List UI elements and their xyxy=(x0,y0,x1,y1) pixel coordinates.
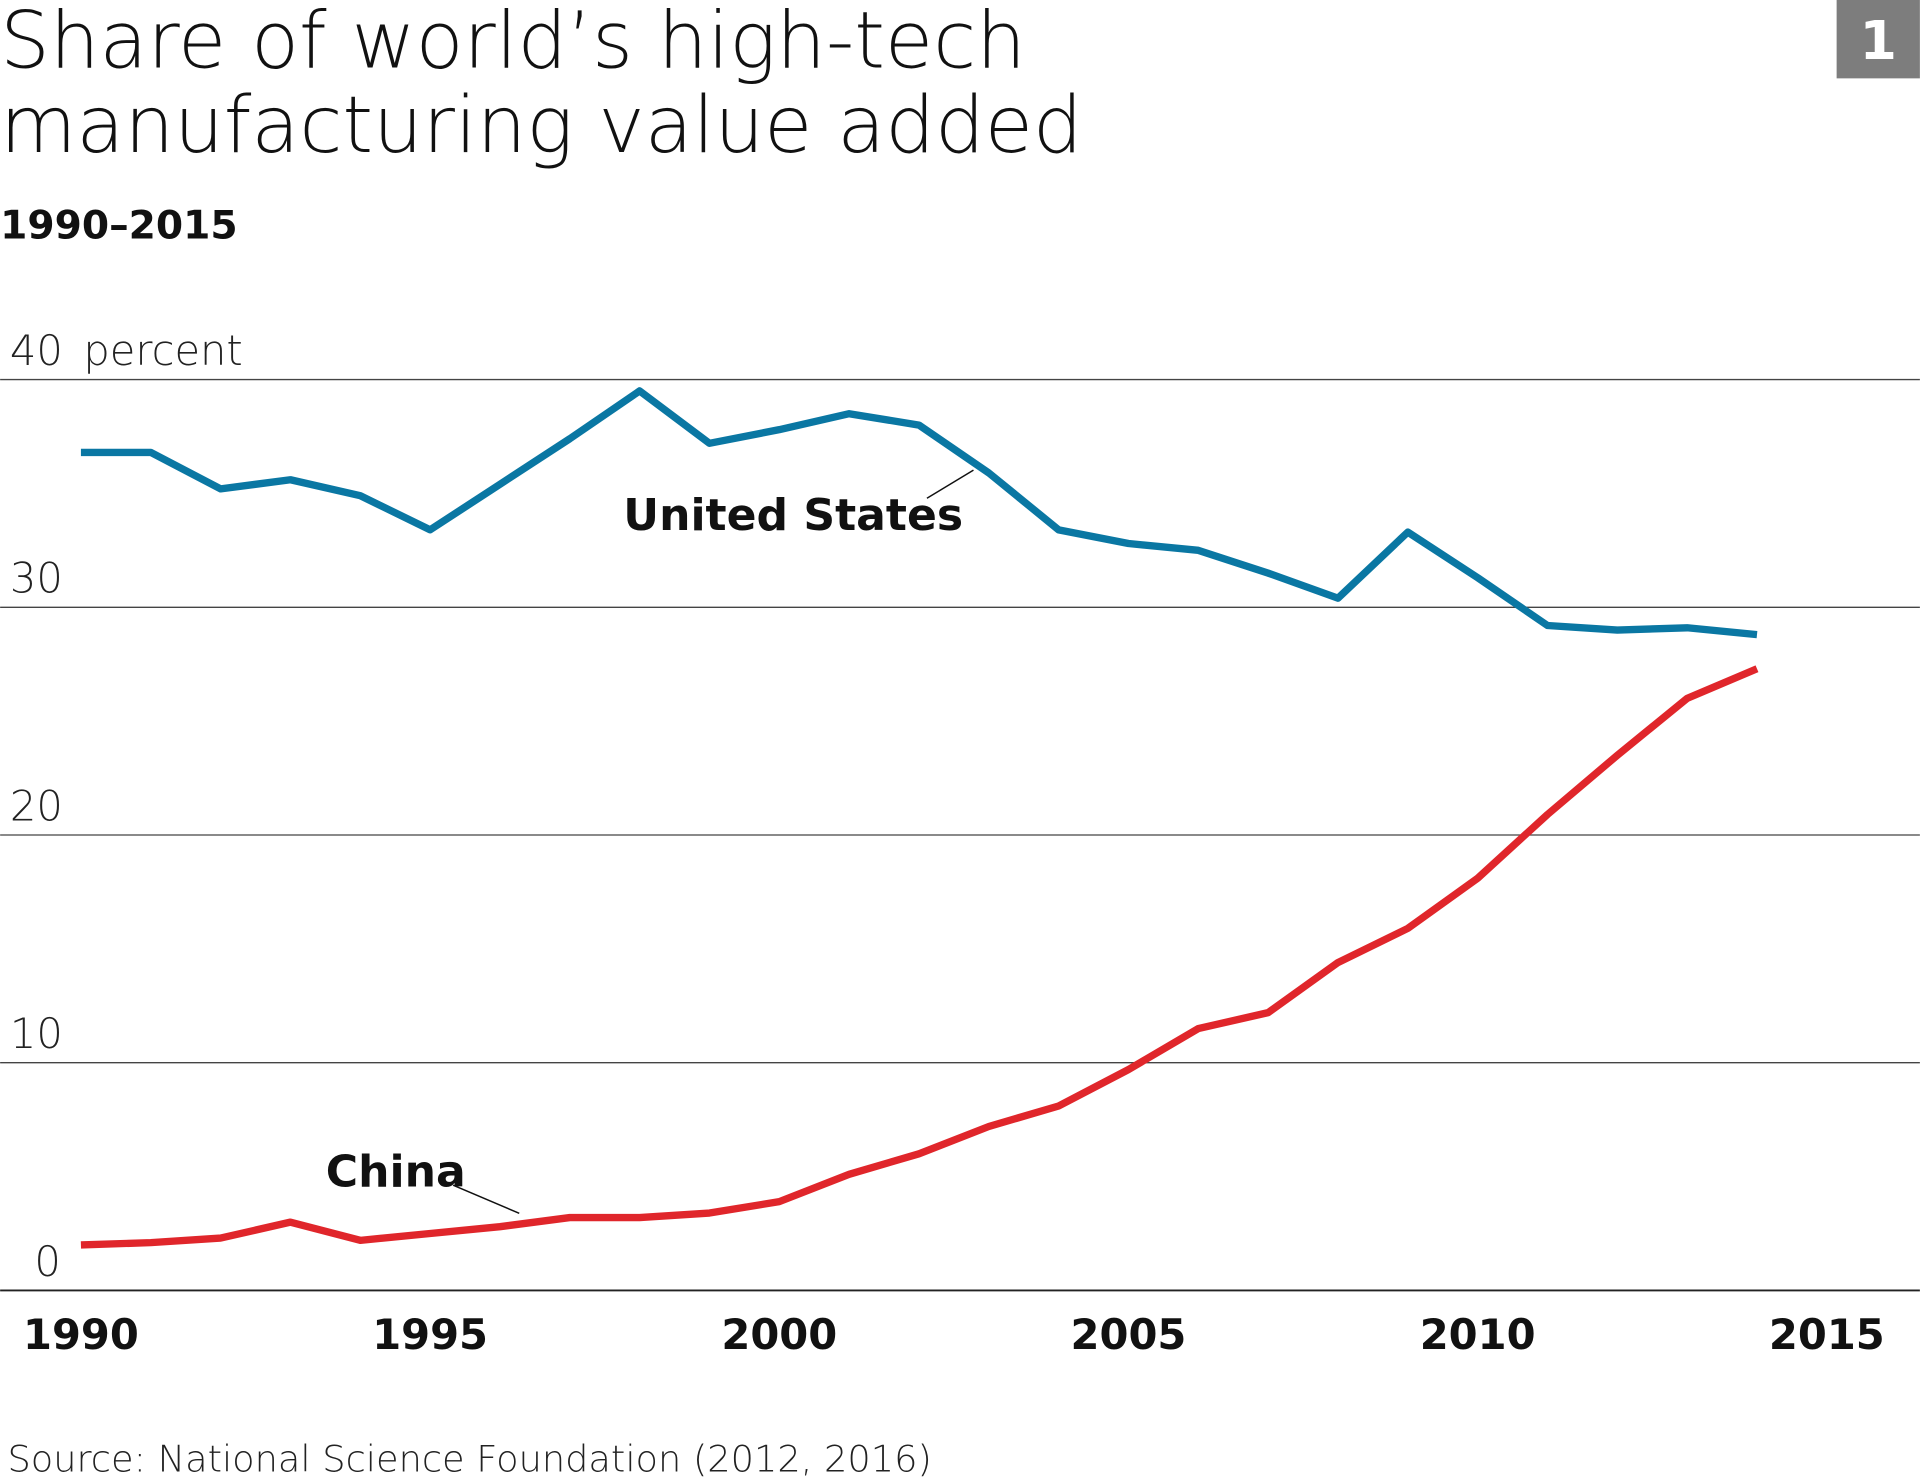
chart-subtitle: 1990–2015 xyxy=(0,204,238,249)
source-note: Source: National Science Foundation (201… xyxy=(7,1438,931,1479)
us-label-leader xyxy=(926,469,974,499)
x-tick-label: 2015 xyxy=(1769,1310,1885,1359)
china-label-leader xyxy=(452,1184,520,1214)
y-tick-label: 20 xyxy=(10,781,63,830)
chart-title-line-1: Share of world’s high-tech xyxy=(0,0,1026,86)
figure-badge xyxy=(1836,0,1920,79)
x-tick-label: 1990 xyxy=(23,1310,139,1359)
series-line-united-states xyxy=(80,387,1758,639)
series-label-united-states: United States xyxy=(623,490,963,541)
x-tick-label: 2010 xyxy=(1420,1310,1536,1359)
y-tick-label: 30 xyxy=(10,554,63,603)
x-tick-label: 2005 xyxy=(1071,1310,1187,1359)
y-tick-label: 10 xyxy=(10,1009,63,1058)
x-tick-label: 1995 xyxy=(372,1310,488,1359)
figure-badge-number: 1 xyxy=(1860,9,1897,72)
series-label-china: China xyxy=(326,1146,466,1197)
series-line-china xyxy=(80,665,1759,1249)
y-axis-label: percent xyxy=(83,326,242,375)
x-tick-label: 2000 xyxy=(721,1310,837,1359)
chart-title-line-2: manufacturing value added xyxy=(0,80,1083,171)
y-tick-label: 40 xyxy=(10,326,63,375)
y-tick-label: 0 xyxy=(34,1237,60,1286)
